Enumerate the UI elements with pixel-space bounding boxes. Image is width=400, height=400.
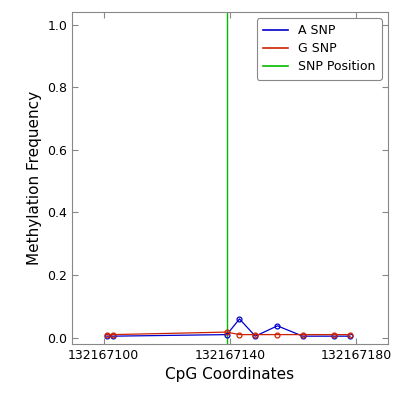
Legend: A SNP, G SNP, SNP Position: A SNP, G SNP, SNP Position [257, 18, 382, 80]
X-axis label: CpG Coordinates: CpG Coordinates [166, 368, 294, 382]
Y-axis label: Methylation Frequency: Methylation Frequency [26, 91, 42, 265]
